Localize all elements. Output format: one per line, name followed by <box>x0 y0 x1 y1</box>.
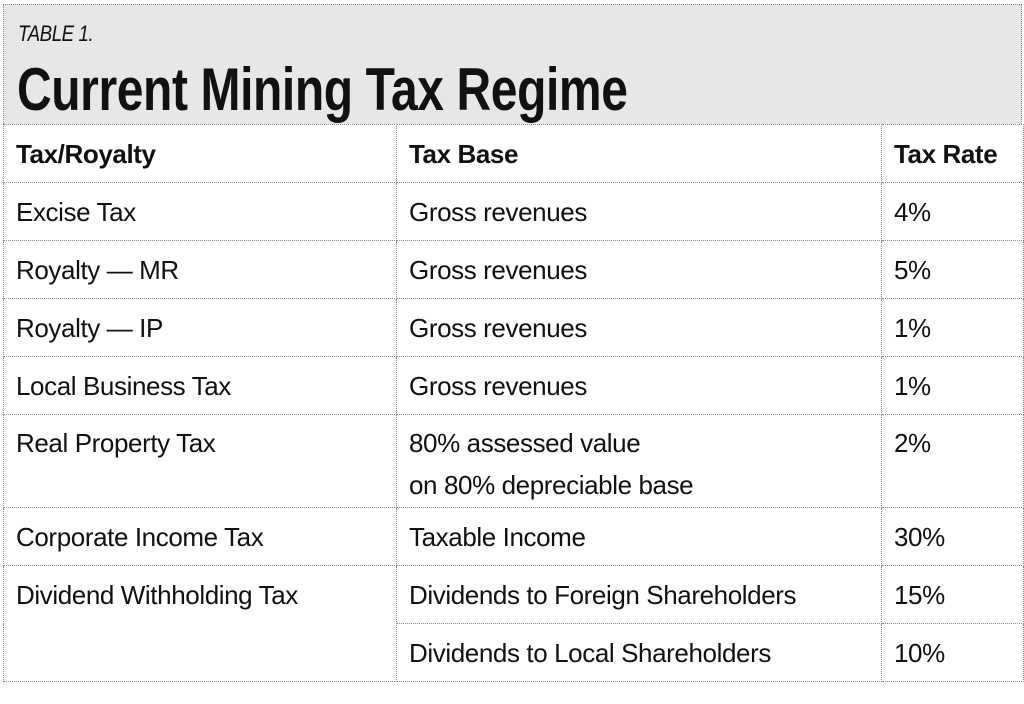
cell-base-line1: 80% assessed value <box>409 428 641 458</box>
column-header-rate: Tax Rate <box>881 124 1024 183</box>
cell-base: Gross revenues <box>396 182 882 241</box>
cell-base: Gross revenues <box>396 298 882 357</box>
table-header-band: TABLE 1. Current Mining Tax Regime <box>3 4 1022 124</box>
tax-table-figure: TABLE 1. Current Mining Tax Regime Tax/R… <box>3 4 1024 682</box>
cell-rate: 5% <box>881 240 1024 299</box>
table-row: Local Business Tax Gross revenues 1% <box>3 356 1024 415</box>
cell-tax: Excise Tax <box>3 182 397 241</box>
table-label: TABLE 1. <box>18 21 94 46</box>
cell-base: Dividends to Foreign Shareholders <box>396 565 882 624</box>
cell-rate: 15% <box>881 565 1024 624</box>
table-row: Excise Tax Gross revenues 4% <box>3 182 1024 241</box>
table-row: Dividends to Local Shareholders 10% <box>4 623 1024 682</box>
column-header-base: Tax Base <box>396 124 882 183</box>
cell-base: Dividends to Local Shareholders <box>396 623 882 682</box>
cell-base: Gross revenues <box>396 240 882 299</box>
table-row: Royalty — IP Gross revenues 1% <box>3 298 1024 357</box>
cell-rate: 1% <box>881 356 1024 415</box>
cell-rate: 4% <box>881 182 1024 241</box>
tax-table: Tax/Royalty Tax Base Tax Rate Excise Tax… <box>3 124 1024 682</box>
cell-base-line2: on 80% depreciable base <box>409 470 694 500</box>
table-row: Corporate Income Tax Taxable Income 30% <box>3 507 1024 566</box>
cell-base: Taxable Income <box>396 507 882 566</box>
table-row: Real Property Tax 80% assessed value on 8… <box>3 414 1024 508</box>
cell-base: 80% assessed value on 80% depreciable bas… <box>396 414 882 508</box>
table-row: Royalty — MR Gross revenues 5% <box>3 240 1024 299</box>
cell-tax: Dividend Withholding Tax <box>3 565 397 682</box>
table-title: Current Mining Tax Regime <box>17 56 628 123</box>
column-header-tax: Tax/Royalty <box>3 124 397 183</box>
cell-tax: Local Business Tax <box>3 356 397 415</box>
cell-rate: 30% <box>881 507 1024 566</box>
cell-rate: 1% <box>881 298 1024 357</box>
table-row: Dividend Withholding Tax Dividends to Fo… <box>3 565 1024 682</box>
table-header-row: Tax/Royalty Tax Base Tax Rate <box>3 124 1024 183</box>
cell-tax: Real Property Tax <box>3 414 397 508</box>
cell-tax: Corporate Income Tax <box>3 507 397 566</box>
cell-rate: 2% <box>881 414 1024 508</box>
cell-rate: 10% <box>881 623 1024 682</box>
cell-base: Gross revenues <box>396 356 882 415</box>
cell-tax: Royalty — MR <box>3 240 397 299</box>
cell-tax: Royalty — IP <box>3 298 397 357</box>
